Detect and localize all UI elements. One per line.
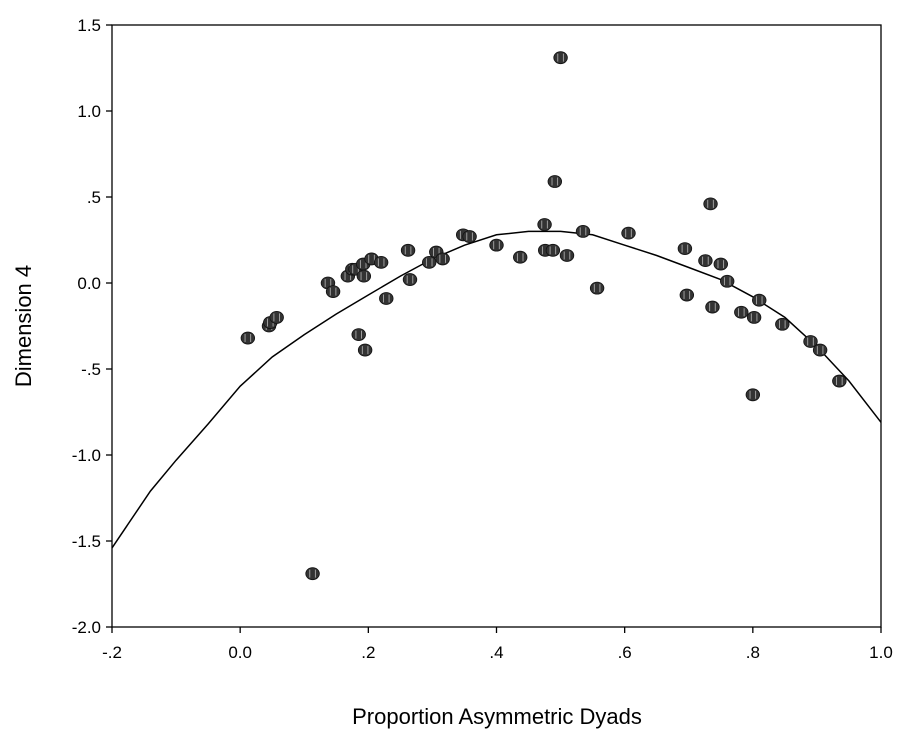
scatter-point [462, 230, 477, 243]
scatter-point [746, 310, 762, 324]
scatter-point [553, 51, 568, 65]
fit-line-layer [111, 230, 882, 549]
scatter-point [621, 226, 636, 240]
scatter-point [402, 273, 418, 286]
scatter-point [720, 274, 735, 288]
quadratic-fit-line [111, 230, 882, 549]
scatter-point [373, 255, 389, 269]
scatter-point [489, 238, 504, 252]
scatter-point [679, 288, 695, 302]
x-tick-label: 1.0 [869, 643, 893, 662]
scatter-point [832, 374, 847, 388]
y-axis-ticks: -2.0 -1.5 -1.0 -.5 0.0 .5 1.0 1.5 [72, 16, 112, 637]
scatter-point [812, 343, 828, 357]
scatter-point [575, 224, 591, 238]
scatter-point [752, 293, 767, 307]
scatter-point [734, 305, 749, 319]
scatter-point [422, 255, 437, 269]
y-tick-label: -.5 [81, 360, 101, 379]
y-tick-label: 1.0 [77, 102, 101, 121]
x-axis-ticks: -.2 0.0 .2 .4 .6 .8 1.0 [102, 627, 893, 662]
scatter-point [351, 328, 366, 342]
x-tick-label: .2 [361, 643, 375, 662]
x-axis-title: Proportion Asymmetric Dyads [352, 704, 642, 729]
scatter-point [545, 243, 561, 257]
scatter-point [589, 281, 605, 295]
scatter-point [703, 197, 718, 211]
scatter-point [537, 218, 552, 231]
scatter-point [269, 310, 284, 324]
scatter-point [400, 243, 416, 257]
scatter-point [325, 285, 341, 299]
x-tick-label: 0.0 [228, 643, 252, 662]
scatter-point [803, 335, 818, 348]
x-tick-label: .4 [489, 643, 503, 662]
scatter-point [305, 567, 320, 581]
scatter-point [547, 175, 563, 188]
x-tick-label: -.2 [102, 643, 122, 662]
y-tick-label: -1.5 [72, 532, 101, 551]
scatter-point [745, 388, 761, 402]
x-tick-label: .8 [746, 643, 760, 662]
y-tick-label: .5 [87, 188, 101, 207]
points-layer [240, 51, 847, 581]
scatter-point [698, 254, 713, 268]
plot-frame [111, 24, 882, 628]
scatter-point [677, 242, 693, 256]
scatter-point [705, 300, 720, 314]
scatter-point [356, 269, 372, 283]
y-tick-label: -2.0 [72, 618, 101, 637]
scatter-point [357, 343, 373, 357]
y-axis-title: Dimension 4 [11, 265, 36, 387]
y-tick-label: 0.0 [77, 274, 101, 293]
plot-area-border [111, 24, 882, 628]
scatter-point [775, 317, 790, 331]
scatter-point [559, 249, 575, 262]
scatter-point [713, 257, 728, 271]
scatter-point [240, 331, 256, 345]
x-tick-label: .6 [618, 643, 632, 662]
scatter-point [435, 252, 450, 266]
y-tick-label: -1.0 [72, 446, 101, 465]
scatter-point [513, 250, 528, 264]
y-tick-label: 1.5 [77, 16, 101, 35]
scatter-point [379, 292, 394, 305]
